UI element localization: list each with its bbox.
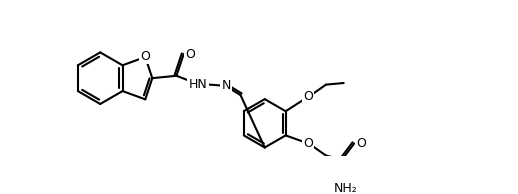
Text: N: N (222, 79, 231, 92)
Text: O: O (140, 50, 150, 63)
Text: HN: HN (189, 78, 208, 91)
Text: O: O (185, 48, 195, 61)
Text: O: O (304, 90, 313, 103)
Text: NH₂: NH₂ (334, 182, 358, 194)
Text: O: O (356, 137, 366, 150)
Text: O: O (304, 137, 313, 150)
